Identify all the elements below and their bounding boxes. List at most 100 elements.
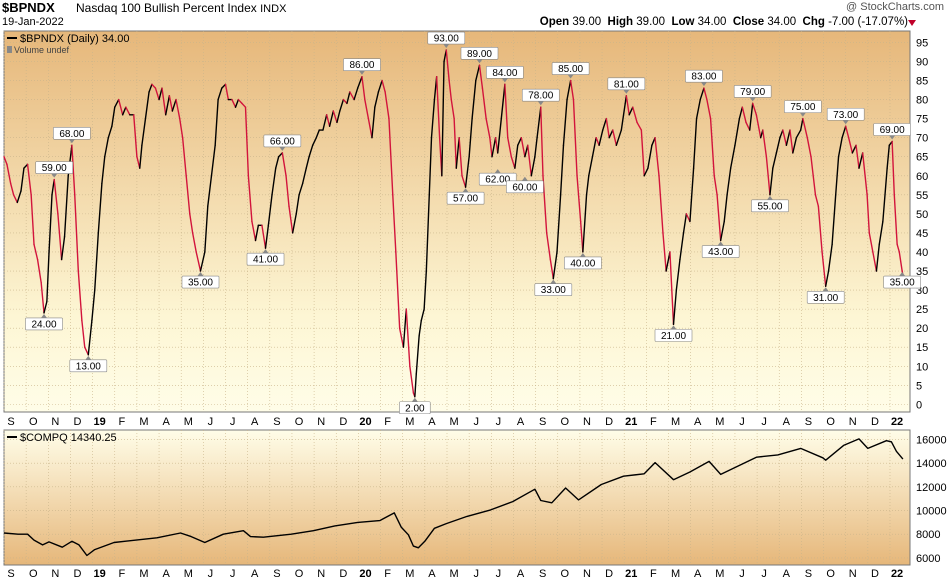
x-tick-label: A: [162, 568, 170, 579]
x-tick-label: A: [428, 568, 436, 579]
series-segment: [71, 144, 76, 196]
series-segment: [237, 98, 243, 105]
series-segment: [810, 156, 817, 196]
x-tick-label: M: [405, 568, 414, 579]
compq-month-axis: S O N D 19 F M A M J J A S O N D 20 F M A M J J A S O N D 21 F M A M J J A S…: [7, 568, 903, 579]
series-segment: [866, 194, 870, 234]
data-label-pointer: [700, 82, 707, 87]
series-segment: [133, 114, 138, 158]
data-label: 66.00: [270, 136, 295, 147]
data-label-pointer: [766, 195, 773, 200]
series-segment: [675, 258, 681, 291]
series-segment: [371, 106, 376, 139]
series-segment: [3, 156, 8, 166]
x-tick-label: O: [29, 416, 38, 428]
data-label-pointer: [41, 313, 48, 318]
x-tick-label: S: [539, 568, 546, 579]
data-label-pointer: [521, 176, 528, 181]
series-segment: [814, 194, 820, 207]
x-tick-label: M: [184, 416, 193, 428]
x-tick-label: S: [7, 568, 14, 579]
x-tick-label: 21: [625, 416, 637, 428]
series-segment: [377, 79, 383, 93]
series-segment: [517, 136, 523, 147]
series-segment: [207, 175, 213, 207]
series-segment: [448, 79, 452, 101]
x-tick-label: M: [184, 568, 193, 579]
series-segment: [30, 194, 35, 246]
chg-label: Chg: [802, 16, 825, 28]
series-segment: [775, 136, 781, 154]
x-tick-label: A: [783, 416, 791, 428]
series-segment: [275, 156, 280, 169]
series-segment: [855, 144, 860, 169]
series-segment: [63, 175, 69, 238]
series-segment: [244, 106, 250, 177]
series-segment: [81, 319, 86, 348]
data-label: 33.00: [541, 285, 566, 296]
data-label: 78.00: [528, 91, 553, 102]
series-segment: [591, 136, 597, 158]
x-tick-label: M: [715, 568, 724, 579]
series-segment: [625, 95, 630, 116]
series-segment: [595, 136, 600, 147]
series-segment: [398, 327, 405, 348]
x-tick-label: J: [761, 416, 767, 428]
x-tick-label: N: [583, 416, 591, 428]
series-segment: [121, 106, 127, 116]
series-segment: [311, 136, 318, 147]
x-tick-label: D: [74, 416, 82, 428]
data-label: 40.00: [570, 258, 595, 269]
x-tick-label: S: [273, 568, 280, 579]
series-segment: [802, 117, 809, 139]
series-segment: [672, 289, 678, 326]
data-label-pointer: [197, 272, 204, 277]
series-segment: [882, 167, 888, 223]
series-segment: [845, 125, 850, 139]
data-label: 31.00: [813, 293, 838, 304]
x-tick-label: D: [871, 568, 879, 579]
series-segment: [615, 129, 623, 147]
x-tick-label: S: [273, 416, 280, 428]
series-segment: [689, 167, 695, 223]
series-segment: [267, 194, 273, 227]
series-segment: [534, 136, 538, 158]
series-segment: [445, 49, 450, 82]
series-segment: [217, 87, 223, 101]
series-segment: [395, 251, 401, 329]
series-segment: [489, 136, 493, 158]
chg-value: -7.00 (-17.07%): [828, 16, 908, 28]
series-segment: [878, 220, 884, 246]
x-tick-label: A: [694, 416, 702, 428]
series-segment: [405, 308, 411, 367]
legend-entry: $COMPQ 14340.25: [20, 432, 117, 444]
series-segment: [210, 144, 216, 177]
series-segment: [602, 117, 608, 131]
chart-header: $BPNDX Nasdaq 100 Bullish Percent Index …: [0, 0, 952, 30]
y-tick-label: 16000: [916, 434, 947, 446]
data-label: 13.00: [76, 361, 101, 372]
series-segment: [481, 87, 487, 120]
data-label: 75.00: [790, 102, 815, 113]
data-label: 57.00: [453, 194, 478, 205]
series-segment: [464, 156, 470, 188]
y-tick-label: 50: [916, 209, 928, 221]
series-segment: [738, 106, 744, 120]
x-tick-label: M: [715, 416, 724, 428]
x-tick-label: A: [251, 416, 259, 428]
data-label: 68.00: [59, 129, 84, 140]
series-segment: [834, 156, 840, 196]
series-segment: [726, 167, 732, 196]
x-tick-label: J: [208, 568, 214, 579]
series-segment: [224, 83, 230, 101]
series-segment: [139, 144, 143, 169]
series-segment: [104, 136, 110, 158]
series-segment: [582, 194, 588, 253]
ohlc-readout: Open 39.00 High 39.00 Low 34.00 Close 34…: [540, 16, 908, 28]
series-segment: [806, 136, 812, 158]
series-segment: [114, 98, 120, 108]
x-tick-label: 19: [94, 568, 106, 579]
series-segment: [251, 220, 257, 242]
series-segment: [608, 129, 614, 139]
series-segment: [91, 289, 96, 322]
